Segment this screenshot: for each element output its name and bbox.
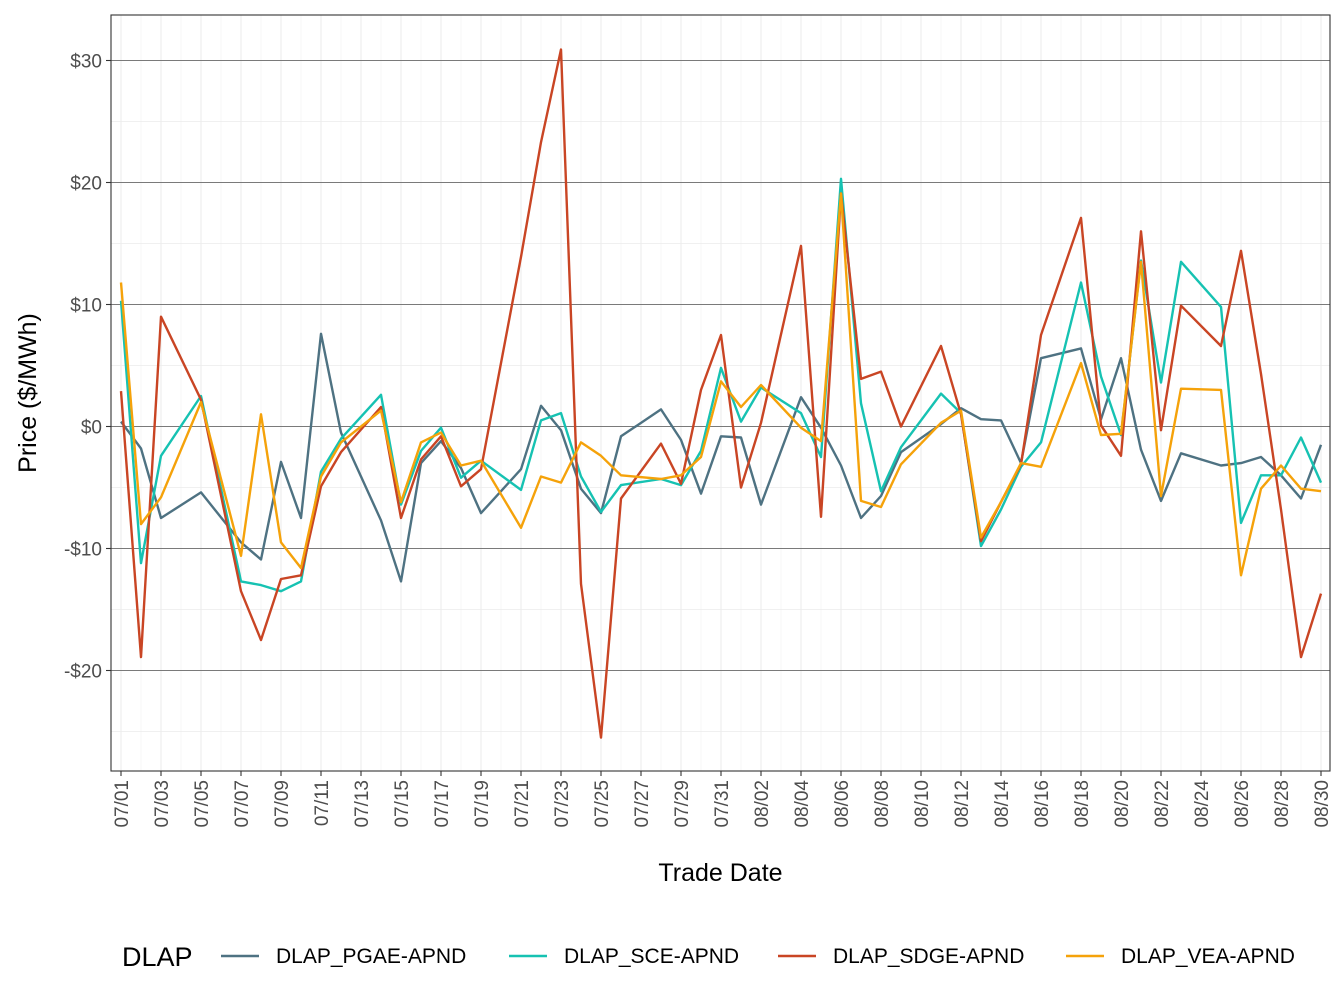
x-tick-label: 07/07 [232,780,253,828]
x-tick-label: 07/15 [392,780,413,828]
y-tick-label: $10 [70,296,102,317]
x-tick-label: 08/18 [1072,780,1093,828]
y-tick-label: $20 [70,174,102,195]
major-gridlines [111,15,1330,771]
x-tick-label: 08/26 [1232,780,1253,828]
x-tick-label: 07/25 [592,780,613,828]
legend-title: DLAP [122,942,193,972]
y-axis-title: Price ($/MWh) [14,313,42,473]
legend-label: DLAP_PGAE-APND [276,945,466,968]
x-tick-label: 08/22 [1152,780,1173,828]
x-tick-label: 07/01 [112,780,133,828]
y-tick-label: -$10 [64,540,102,561]
x-tick-label: 07/23 [552,780,573,828]
x-tick-label: 08/30 [1312,780,1333,828]
x-tick-label: 08/28 [1272,780,1293,828]
x-tick-label: 07/19 [472,780,493,828]
x-axis-title: Trade Date [658,859,782,887]
x-tick-label: 07/29 [672,780,693,828]
y-tick-label: $0 [81,418,102,439]
series-lines [119,48,1323,739]
x-tick-label: 08/12 [952,780,973,828]
x-tick-label: 08/06 [832,780,853,828]
x-tick-label: 07/17 [432,780,453,828]
y-axis: -$20 -$10 $0 $10 $20 $30 [64,52,111,683]
x-tick-label: 07/31 [712,780,733,828]
x-tick-label: 07/11 [312,780,333,826]
x-tick-label: 08/20 [1112,780,1133,828]
x-tick-label: 07/09 [272,780,293,828]
x-tick-label: 08/16 [1032,780,1053,828]
x-tick-label: 07/05 [192,780,213,828]
x-tick-label: 08/04 [792,780,813,828]
y-tick-label: $30 [70,52,102,73]
y-tick-label: -$20 [64,662,102,683]
x-tick-label: 07/13 [352,780,373,828]
x-tick-label: 07/03 [152,780,173,828]
legend-label: DLAP_SCE-APND [564,945,739,968]
x-tick-label: 08/10 [912,780,933,828]
x-tick-label: 08/08 [872,780,893,828]
x-tick-label: 07/21 [512,780,533,828]
legend: DLAP DLAP_PGAE-APND DLAP_SCE-APND DLAP_SDG… [122,942,1295,972]
x-tick-label: 08/14 [992,780,1013,828]
x-tick-label: 07/27 [632,780,653,828]
x-axis: 07/01 07/03 07/05 07/07 07/09 07/11 07/13 07/15… [112,771,1333,828]
x-tick-label: 08/02 [752,780,773,828]
series-line-dlap-vea-apnd [119,192,1322,577]
legend-label: DLAP_SDGE-APND [833,945,1024,968]
legend-label: DLAP_VEA-APND [1121,945,1295,968]
x-tick-label: 08/24 [1192,780,1213,828]
